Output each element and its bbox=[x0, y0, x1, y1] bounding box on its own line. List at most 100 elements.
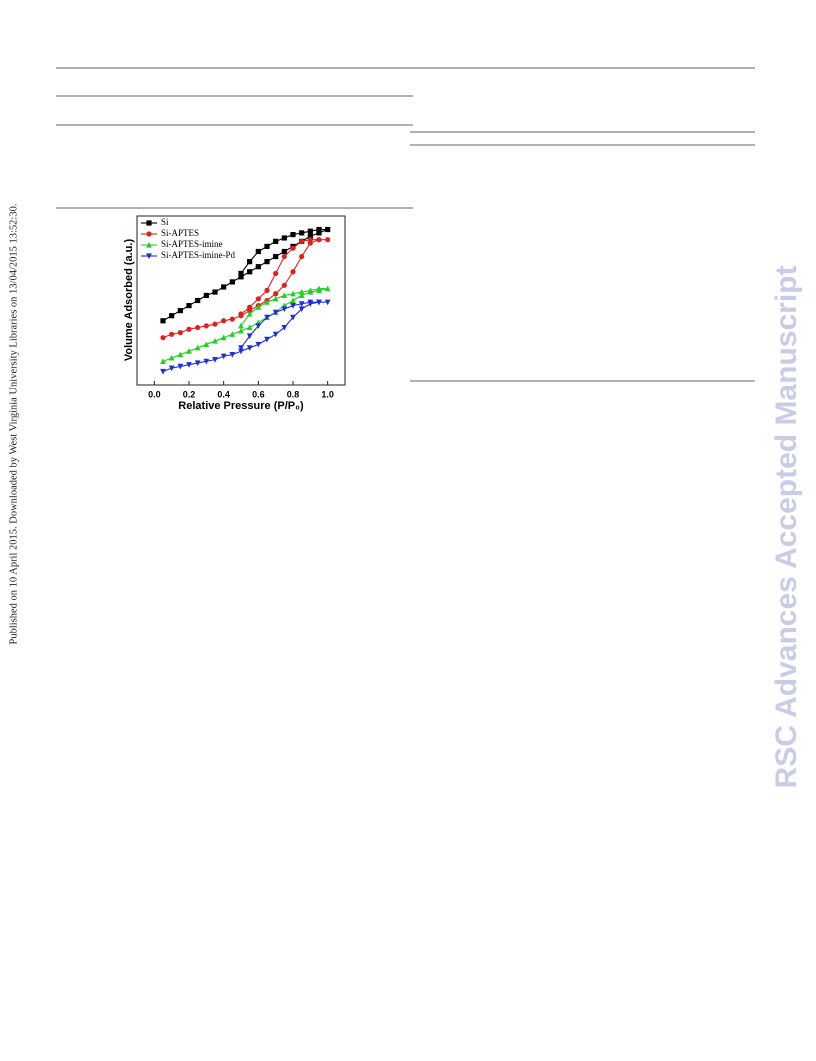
marker bbox=[264, 243, 270, 250]
marker bbox=[298, 288, 305, 295]
marker bbox=[220, 353, 227, 360]
marker bbox=[281, 324, 288, 331]
x-axis-label: Relative Pressure (P/P₀) bbox=[178, 400, 304, 412]
marker bbox=[307, 228, 313, 234]
marker bbox=[212, 321, 218, 327]
y-axis-label: Volume Adsorbed (a.u.) bbox=[123, 239, 135, 362]
marker bbox=[255, 264, 261, 270]
marker bbox=[255, 296, 261, 302]
marker bbox=[272, 309, 279, 316]
legend-label: Si-APTES-imine-Pd bbox=[161, 250, 236, 260]
marker bbox=[177, 363, 184, 370]
marker bbox=[160, 368, 166, 375]
marker bbox=[168, 354, 175, 361]
marker bbox=[281, 235, 287, 241]
series-line bbox=[162, 301, 328, 372]
marker bbox=[238, 270, 244, 277]
series-line bbox=[162, 288, 328, 362]
marker bbox=[281, 253, 287, 260]
x-tick-label: 0.0 bbox=[148, 389, 161, 399]
marker bbox=[281, 248, 287, 255]
marker bbox=[324, 299, 331, 306]
marker bbox=[273, 270, 279, 277]
marker bbox=[238, 322, 244, 329]
marker bbox=[264, 336, 270, 343]
watermark: RSC Advances Accepted Manuscript bbox=[770, 266, 803, 789]
marker bbox=[169, 331, 175, 337]
marker bbox=[186, 348, 192, 354]
marker bbox=[168, 365, 175, 372]
marker bbox=[203, 341, 210, 348]
marker bbox=[229, 331, 236, 337]
marker bbox=[160, 335, 166, 341]
marker bbox=[316, 230, 322, 236]
x-tick-label: 0.8 bbox=[287, 389, 300, 399]
marker bbox=[195, 297, 201, 304]
marker bbox=[298, 301, 305, 307]
marker bbox=[290, 245, 296, 251]
marker bbox=[194, 360, 201, 367]
marker bbox=[146, 231, 152, 237]
marker bbox=[298, 306, 305, 313]
marker bbox=[146, 241, 152, 248]
legend-label: Si bbox=[161, 217, 169, 227]
marker bbox=[177, 330, 183, 336]
marker bbox=[220, 334, 227, 341]
marker bbox=[229, 279, 235, 285]
marker bbox=[246, 333, 253, 340]
marker bbox=[229, 351, 236, 358]
marker bbox=[307, 299, 314, 306]
marker bbox=[325, 237, 331, 243]
marker bbox=[299, 253, 305, 260]
marker bbox=[255, 248, 261, 255]
marker bbox=[177, 308, 183, 314]
marker bbox=[264, 314, 270, 321]
marker bbox=[203, 292, 209, 299]
marker bbox=[281, 282, 287, 288]
marker bbox=[212, 289, 218, 295]
marker bbox=[203, 323, 209, 329]
marker bbox=[281, 292, 288, 299]
marker bbox=[160, 358, 166, 364]
marker bbox=[246, 324, 253, 331]
marker bbox=[299, 238, 305, 244]
legend-label: Si-APTES bbox=[161, 228, 199, 238]
x-tick-label: 0.4 bbox=[217, 389, 230, 399]
marker bbox=[203, 358, 210, 365]
marker bbox=[273, 291, 279, 297]
marker bbox=[194, 344, 201, 351]
marker bbox=[186, 326, 192, 332]
marker bbox=[169, 313, 175, 319]
marker bbox=[247, 269, 253, 275]
legend-label: Si-APTES-imine bbox=[161, 239, 223, 249]
marker bbox=[246, 345, 253, 351]
marker bbox=[290, 297, 296, 304]
marker bbox=[324, 285, 331, 292]
marker bbox=[264, 287, 270, 293]
marker bbox=[316, 285, 322, 292]
marker bbox=[186, 362, 192, 368]
marker bbox=[186, 302, 192, 309]
marker bbox=[290, 290, 296, 297]
marker bbox=[238, 274, 244, 280]
marker bbox=[272, 295, 279, 302]
marker bbox=[221, 284, 227, 290]
marker bbox=[316, 237, 322, 243]
marker bbox=[325, 226, 331, 233]
marker bbox=[290, 231, 296, 238]
marker bbox=[264, 299, 270, 305]
marker bbox=[146, 220, 152, 226]
x-tick-label: 0.6 bbox=[252, 389, 265, 399]
marker bbox=[299, 230, 305, 236]
marker bbox=[246, 310, 253, 317]
marker bbox=[307, 237, 313, 243]
marker bbox=[264, 259, 270, 265]
marker bbox=[212, 337, 218, 344]
marker bbox=[273, 253, 279, 260]
marker bbox=[307, 287, 314, 293]
marker bbox=[238, 348, 244, 355]
marker bbox=[255, 341, 262, 348]
marker bbox=[298, 292, 305, 299]
